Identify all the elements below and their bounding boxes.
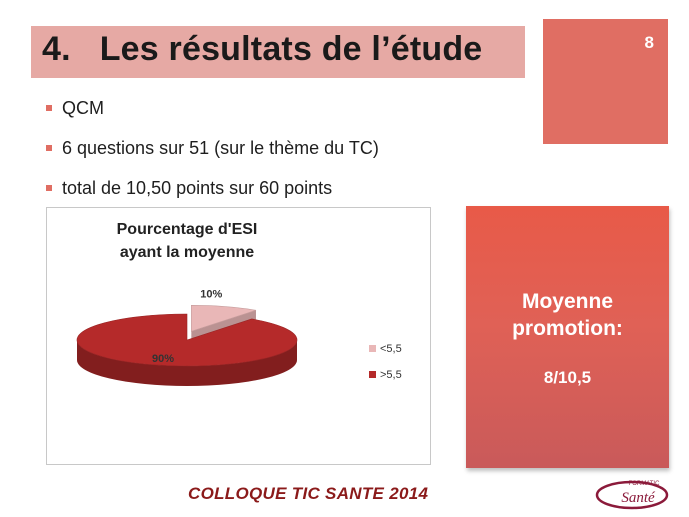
chart-legend: <5,5 >5,5 [369, 343, 402, 381]
bullet-item: total de 10,50 points sur 60 points [46, 176, 486, 216]
legend-swatch [369, 345, 376, 352]
legend-swatch [369, 371, 376, 378]
pie-slice->5,5 [76, 313, 298, 367]
bullet-square-icon [46, 185, 52, 191]
promotion-label-line-2: promotion: [512, 317, 623, 340]
pie-slice-<5,5 [191, 305, 257, 332]
bullet-item: QCM [46, 96, 486, 136]
pie-slice-side [77, 340, 297, 386]
logo-text-main: Santé [621, 490, 656, 506]
logo-text-top: FORMATIC [629, 481, 661, 487]
formatic-sante-logo: FORMATIC Santé [595, 480, 669, 510]
pie-data-label: 10% [200, 288, 222, 300]
pie-data-label: 90% [152, 353, 174, 365]
promotion-average-label: Moyenne promotion: [466, 288, 669, 342]
legend-label: >5,5 [380, 369, 402, 381]
pie-slices [76, 305, 298, 386]
promotion-average-value: 8/10,5 [543, 368, 592, 387]
bullet-item: 6 questions sur 51 (sur le thème du TC) [46, 136, 486, 176]
bullet-list: QCM 6 questions sur 51 (sur le thème du … [46, 96, 486, 216]
chart-title-line-1: Pourcentage d'ESI [117, 221, 258, 238]
promotion-label-line-1: Moyenne [521, 290, 613, 313]
bullet-text: 6 questions sur 51 (sur le thème du TC) [62, 138, 379, 158]
promotion-average-box: Moyenne promotion: 8/10,5 [466, 206, 669, 468]
chart-title-line-2: ayant la moyenne [120, 244, 254, 261]
legend-label: <5,5 [380, 343, 402, 355]
slide-title: 4. Les résultats de l’étude [42, 30, 483, 68]
pie-chart-frame: Pourcentage d'ESI ayant la moyenne 10% 90… [46, 207, 431, 465]
bullet-text: total de 10,50 points sur 60 points [62, 178, 333, 198]
bullet-square-icon [46, 145, 52, 151]
footer-text: COLLOQUE TIC SANTE 2014 [188, 484, 429, 503]
pie-data-labels: 10% 90% [152, 288, 223, 365]
slide-number: 8 [644, 33, 654, 52]
pie-chart: Pourcentage d'ESI ayant la moyenne 10% 90… [76, 221, 402, 386]
slide-number-box: 8 [543, 19, 668, 144]
bullet-square-icon [46, 105, 52, 111]
title-bar [31, 26, 525, 78]
bullet-text: QCM [62, 98, 104, 118]
logo-swoosh-icon [595, 480, 669, 510]
